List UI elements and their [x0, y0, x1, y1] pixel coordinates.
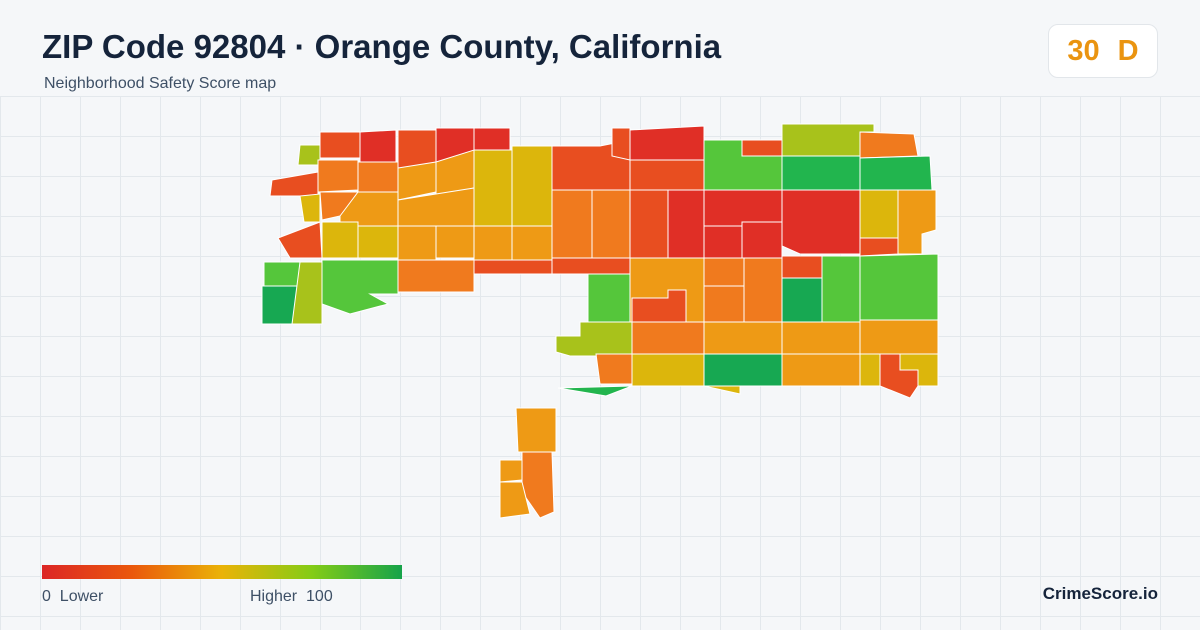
map-region[interactable] [357, 225, 399, 259]
map-region[interactable] [859, 319, 939, 355]
map-region[interactable] [631, 353, 705, 387]
map-region[interactable] [511, 225, 553, 261]
map-region[interactable] [703, 189, 783, 227]
map-region[interactable] [743, 257, 783, 323]
map-region[interactable] [781, 255, 823, 279]
map-region[interactable] [499, 459, 523, 483]
map-region[interactable] [859, 353, 881, 387]
map-region[interactable] [397, 225, 437, 261]
map-region[interactable] [629, 159, 705, 191]
brand-logo-text[interactable]: CrimeScore.io [1042, 584, 1158, 603]
map-region[interactable] [397, 129, 437, 169]
map-region[interactable] [397, 161, 437, 201]
score-grade: D [1117, 34, 1139, 67]
map-region[interactable] [357, 161, 399, 193]
map-region[interactable] [359, 129, 397, 163]
safety-score-badge: 30 D [1048, 24, 1158, 78]
map-region[interactable] [899, 353, 939, 387]
map-region[interactable] [297, 144, 321, 166]
map-region[interactable] [629, 125, 705, 161]
map-region[interactable] [703, 321, 783, 355]
map-region[interactable] [317, 159, 359, 193]
map-region[interactable] [511, 145, 553, 227]
map-region[interactable] [321, 259, 399, 315]
map-region[interactable] [703, 385, 741, 395]
map-region[interactable] [631, 321, 705, 355]
map-region[interactable] [435, 225, 475, 259]
map-region[interactable] [473, 149, 513, 227]
score-value: 30 [1067, 34, 1100, 67]
map-region[interactable] [859, 253, 939, 323]
map-region[interactable] [703, 285, 745, 323]
map-region[interactable] [277, 221, 323, 259]
page-subtitle: Neighborhood Safety Score map [44, 75, 277, 92]
map-region[interactable] [473, 259, 553, 275]
map-region[interactable] [551, 257, 631, 275]
map-region[interactable] [269, 171, 319, 197]
map-region[interactable] [703, 353, 783, 387]
map-region[interactable] [319, 131, 361, 159]
map-region[interactable] [703, 257, 745, 287]
map-region[interactable] [629, 189, 669, 259]
map-region[interactable] [781, 155, 861, 191]
map-region[interactable] [551, 189, 593, 259]
legend-color-scale [42, 565, 402, 579]
map-region[interactable] [299, 193, 321, 223]
map-region[interactable] [859, 131, 919, 159]
map-region[interactable] [321, 221, 359, 259]
map-region[interactable] [741, 139, 783, 157]
page-title: ZIP Code 92804 · Orange County, Californ… [42, 28, 722, 65]
map-region[interactable] [859, 237, 899, 257]
map-region[interactable] [781, 277, 823, 323]
map-region[interactable] [591, 189, 631, 259]
map-region[interactable] [859, 189, 899, 239]
map-region[interactable] [897, 189, 937, 255]
legend-high-label: Higher 100 [250, 588, 333, 605]
map-region[interactable] [741, 221, 783, 259]
map-region[interactable] [611, 127, 631, 161]
map-region[interactable] [781, 189, 861, 255]
map-region[interactable] [291, 261, 323, 325]
map-region[interactable] [473, 225, 513, 261]
legend-low-label: 0 Lower [42, 588, 104, 605]
map-region[interactable] [595, 353, 633, 385]
map-region[interactable] [821, 255, 861, 323]
map-region[interactable] [515, 407, 557, 453]
map-region[interactable] [667, 189, 705, 259]
map-region[interactable] [781, 353, 861, 387]
map-region[interactable] [703, 225, 743, 259]
map-region[interactable] [555, 321, 633, 357]
map-region[interactable] [557, 385, 633, 397]
map-region[interactable] [781, 321, 861, 355]
map-region[interactable] [397, 259, 475, 293]
map-region[interactable] [587, 273, 631, 323]
map-region[interactable] [859, 155, 933, 191]
map-region[interactable] [499, 481, 531, 519]
